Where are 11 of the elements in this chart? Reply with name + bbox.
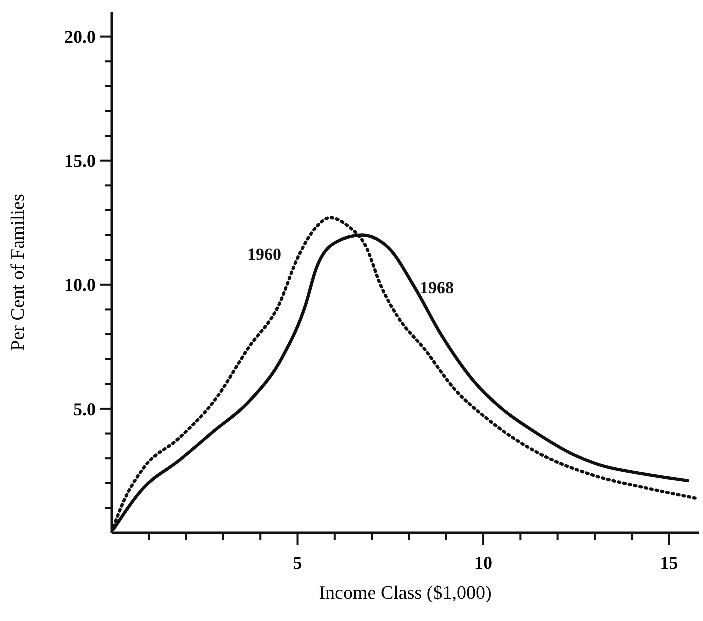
- y-axis-title: Per Cent of Families: [8, 194, 29, 351]
- y-tick-label: 15.0: [64, 151, 96, 172]
- y-tick-label: 20.0: [64, 27, 96, 48]
- y-tick-label: 10.0: [64, 275, 96, 296]
- x-axis-title: Income Class ($1,000): [319, 583, 492, 604]
- x-tick-label: 10: [474, 553, 493, 573]
- x-tick-label: 5: [293, 553, 302, 573]
- x-tick-label: 15: [660, 553, 678, 573]
- series-label: 1968: [420, 278, 454, 298]
- series-label: 1960: [247, 244, 282, 264]
- y-tick-label: 5.0: [74, 399, 96, 420]
